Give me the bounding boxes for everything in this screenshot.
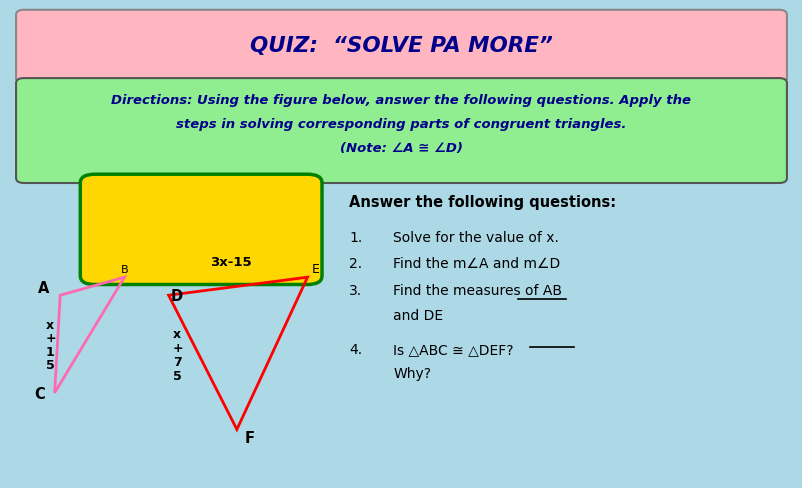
- Text: Find the measures of AB: Find the measures of AB: [393, 284, 561, 298]
- Text: Find the m∠A and m∠D: Find the m∠A and m∠D: [393, 257, 560, 271]
- FancyBboxPatch shape: [16, 10, 786, 83]
- FancyBboxPatch shape: [16, 78, 786, 183]
- Text: 3.: 3.: [349, 284, 362, 298]
- Text: and DE: and DE: [393, 308, 443, 323]
- Text: D: D: [170, 289, 182, 304]
- Text: 5: 5: [46, 360, 55, 372]
- Text: 4.: 4.: [349, 343, 362, 357]
- Text: 3x-15: 3x-15: [210, 256, 252, 269]
- Text: 2.: 2.: [349, 257, 362, 271]
- Text: Answer the following questions:: Answer the following questions:: [349, 195, 616, 210]
- Text: 1.: 1.: [349, 230, 363, 244]
- Text: A: A: [38, 281, 49, 296]
- Text: Why?: Why?: [393, 367, 431, 381]
- Text: steps in solving corresponding parts of congruent triangles.: steps in solving corresponding parts of …: [176, 118, 626, 131]
- Text: Is △ABC ≅ △DEF?: Is △ABC ≅ △DEF?: [393, 343, 513, 357]
- Text: +: +: [46, 332, 56, 345]
- Text: +: +: [172, 342, 183, 355]
- Text: 5: 5: [172, 370, 181, 384]
- Text: x: x: [172, 328, 180, 341]
- Text: QUIZ:  “SOLVE PA MORE”: QUIZ: “SOLVE PA MORE”: [249, 37, 553, 56]
- Text: 7: 7: [172, 356, 181, 369]
- Text: x: x: [46, 320, 54, 332]
- Text: Directions: Using the figure below, answer the following questions. Apply the: Directions: Using the figure below, answ…: [111, 94, 691, 106]
- Text: Solve for the value of x.: Solve for the value of x.: [393, 230, 559, 244]
- Text: C: C: [34, 386, 45, 402]
- Text: F: F: [245, 430, 254, 446]
- FancyBboxPatch shape: [80, 174, 322, 285]
- Text: (Note: ∠A ≅ ∠D): (Note: ∠A ≅ ∠D): [339, 142, 463, 155]
- Text: B: B: [120, 265, 128, 275]
- Text: E: E: [311, 264, 319, 276]
- Text: 1: 1: [46, 346, 55, 359]
